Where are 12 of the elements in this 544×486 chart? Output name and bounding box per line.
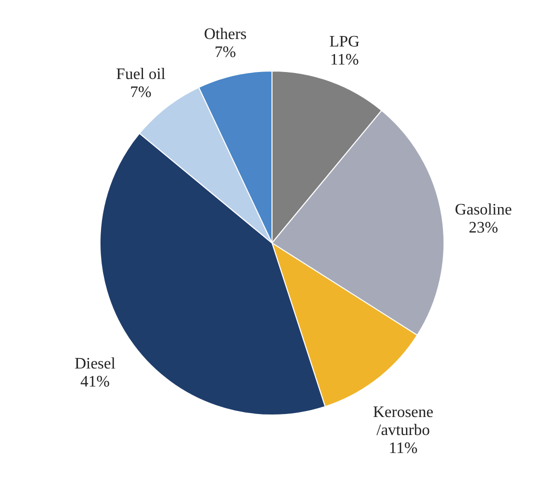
data-label: 11% xyxy=(330,52,359,69)
data-label: 41% xyxy=(80,373,110,390)
data-label: 23% xyxy=(468,220,498,237)
slice-label: Kerosene/avturbo xyxy=(372,404,434,440)
slice-label: LPG xyxy=(329,34,360,51)
slice-label: Fuel oil xyxy=(116,66,166,83)
data-label: 7% xyxy=(214,44,236,62)
data-label: 7% xyxy=(130,84,152,101)
slice-label: Others xyxy=(204,26,247,44)
slice-label: Gasoline xyxy=(454,202,512,219)
data-label: 11% xyxy=(388,440,418,458)
slice-label: Diesel xyxy=(74,355,116,372)
